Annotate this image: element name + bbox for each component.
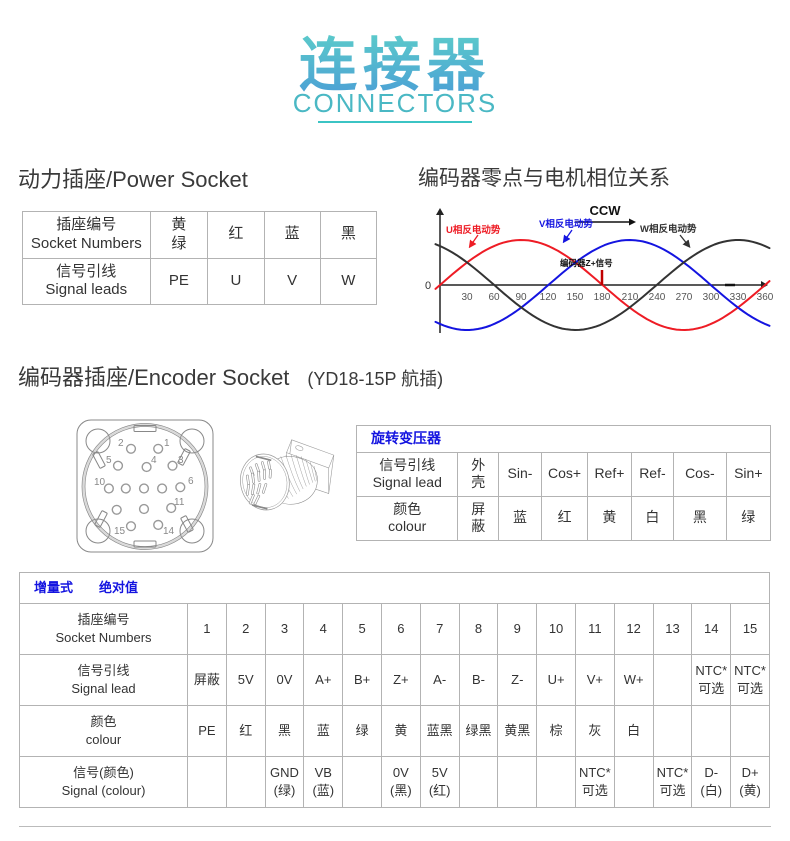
svg-text:120: 120 xyxy=(540,292,557,303)
svg-text:180: 180 xyxy=(594,292,611,303)
svg-text:CCW: CCW xyxy=(589,205,621,218)
svg-text:11: 11 xyxy=(174,497,185,508)
svg-text:U相反电动势: U相反电动势 xyxy=(446,224,501,236)
svg-text:10: 10 xyxy=(94,477,106,488)
svg-text:60: 60 xyxy=(488,292,500,303)
svg-text:360: 360 xyxy=(757,292,774,303)
svg-text:V相反电动势: V相反电动势 xyxy=(539,218,593,230)
svg-text:14: 14 xyxy=(163,526,175,537)
svg-text:0: 0 xyxy=(425,280,431,292)
svg-text:240: 240 xyxy=(649,292,666,303)
svg-text:3: 3 xyxy=(178,455,184,466)
svg-text:300: 300 xyxy=(703,292,720,303)
svg-text:4: 4 xyxy=(151,455,157,466)
svg-text:15: 15 xyxy=(114,526,126,537)
svg-text:2: 2 xyxy=(118,438,124,449)
svg-text:30: 30 xyxy=(461,292,473,303)
svg-text:5: 5 xyxy=(106,455,112,466)
svg-text:150: 150 xyxy=(567,292,584,303)
svg-text:编码器Z+信号: 编码器Z+信号 xyxy=(560,258,613,268)
svg-text:1: 1 xyxy=(164,438,170,449)
svg-text:6: 6 xyxy=(188,476,194,487)
svg-text:W相反电动势: W相反电动势 xyxy=(640,223,697,235)
svg-text:270: 270 xyxy=(676,292,693,303)
svg-text:90: 90 xyxy=(515,292,527,303)
